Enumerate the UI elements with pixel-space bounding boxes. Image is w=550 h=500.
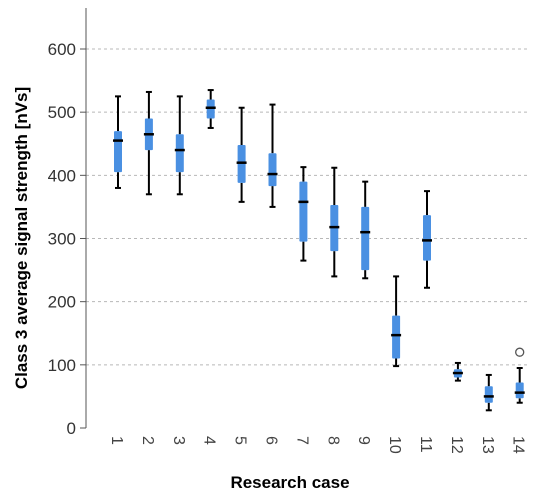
- box-7: [298, 166, 309, 262]
- x-tick-label: 2: [139, 436, 156, 445]
- iqr-box: [114, 131, 122, 173]
- iqr-box: [268, 153, 277, 187]
- box-10: [391, 275, 402, 368]
- iqr-box: [299, 181, 308, 242]
- x-tick-label: 9: [355, 436, 372, 445]
- x-axis-title: Research case: [230, 473, 349, 492]
- box-11: [422, 190, 432, 289]
- box-8: [329, 166, 340, 278]
- x-tick-label: 3: [170, 436, 187, 445]
- y-tick-label: 100: [48, 356, 76, 375]
- iqr-box: [361, 206, 370, 271]
- y-axis-ticks: 0 100 200 300 400 500 600: [48, 40, 86, 438]
- iqr-box: [175, 134, 184, 173]
- outlier-point: [515, 347, 525, 357]
- y-tick-label: 400: [48, 166, 76, 185]
- y-tick-label: 300: [48, 230, 76, 249]
- y-tick-label: 200: [48, 293, 76, 312]
- box-6: [267, 103, 278, 208]
- iqr-box: [237, 145, 246, 183]
- x-tick-label: 4: [201, 436, 218, 445]
- y-tick-label: 600: [48, 40, 76, 59]
- box-14: [514, 366, 525, 404]
- x-tick-label: 6: [263, 436, 280, 445]
- box-13: [483, 373, 494, 412]
- x-tick-label: 14: [510, 436, 527, 454]
- outlier-points: [515, 347, 525, 357]
- x-tick-label: 5: [232, 436, 249, 445]
- x-axis-ticks: 1 2 3 4 5 6 7 8 9 10 11 12 13 14: [108, 436, 527, 454]
- iqr-box: [392, 315, 401, 359]
- box-12: [452, 361, 463, 382]
- x-tick-label: 1: [108, 436, 125, 445]
- x-tick-label: 8: [324, 436, 341, 445]
- iqr-box: [515, 382, 524, 399]
- box-1: [113, 95, 123, 189]
- box-4: [205, 89, 216, 129]
- x-tick-label: 11: [417, 436, 434, 453]
- y-tick-label: 0: [67, 419, 76, 438]
- iqr-box: [206, 99, 215, 119]
- gridlines: [86, 48, 530, 366]
- box-2: [143, 90, 154, 196]
- box-5: [236, 106, 247, 203]
- box-series: [113, 89, 525, 412]
- x-tick-label: 7: [293, 436, 310, 445]
- y-axis-title: Class 3 average signal strength [nVs]: [12, 87, 31, 389]
- iqr-box: [423, 215, 431, 261]
- x-tick-label: 13: [479, 436, 496, 454]
- x-tick-label: 10: [386, 436, 403, 454]
- box-9: [360, 180, 371, 280]
- y-tick-label: 500: [48, 103, 76, 122]
- box-3: [174, 95, 185, 196]
- iqr-box: [484, 386, 493, 403]
- x-tick-label: 12: [448, 436, 465, 454]
